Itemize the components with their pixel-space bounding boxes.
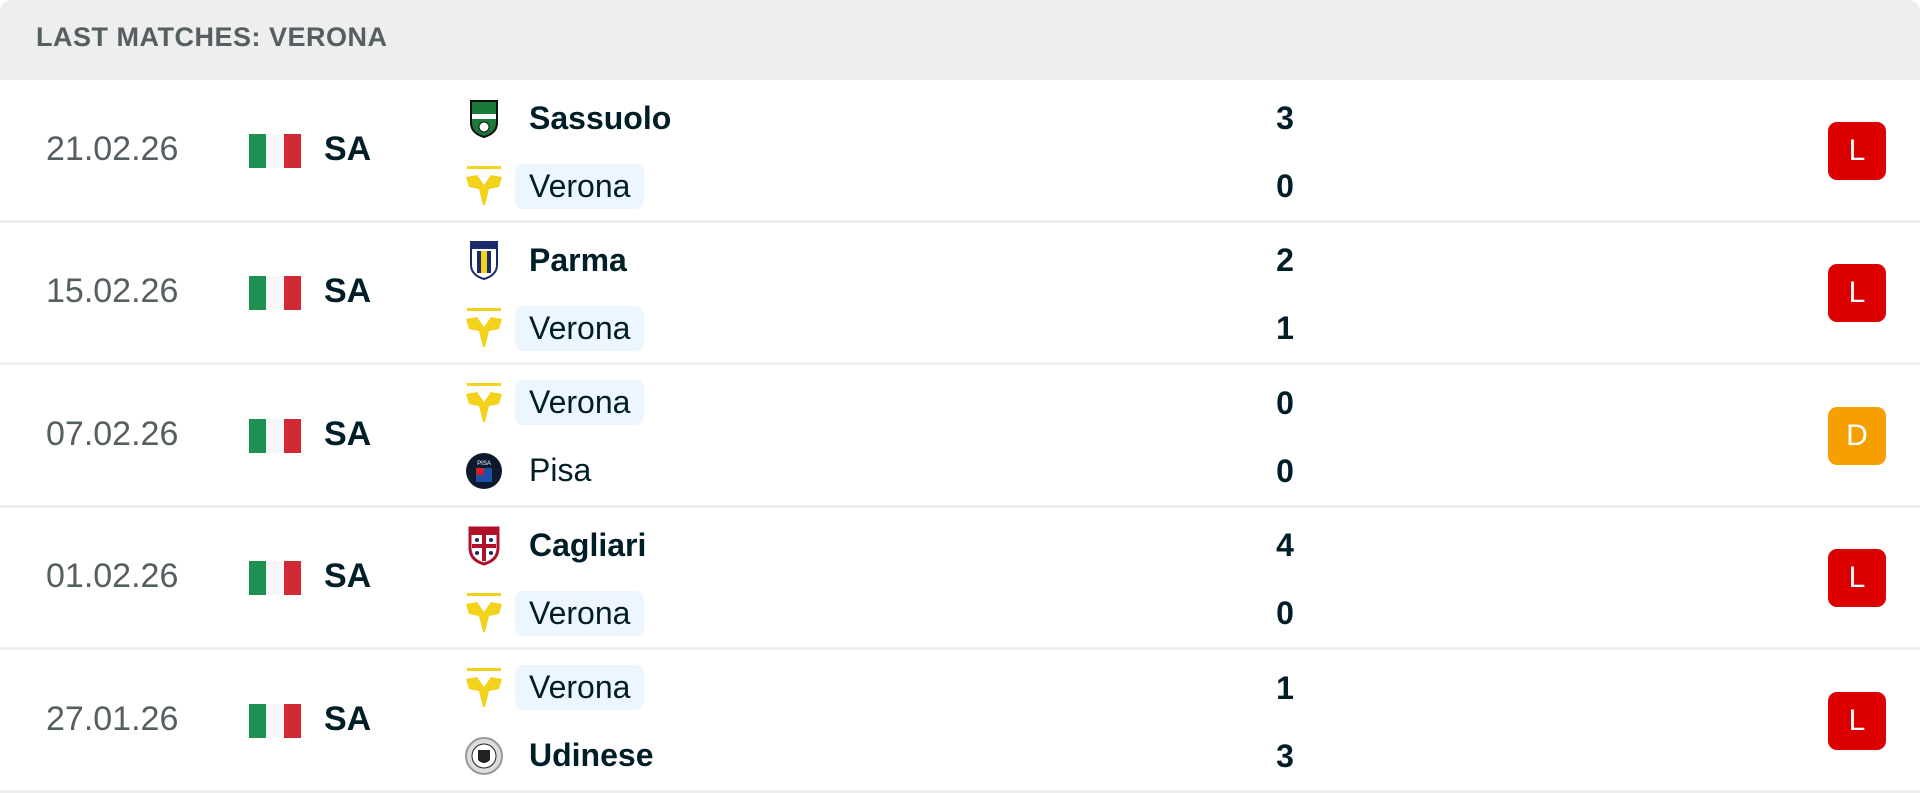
home-score: 1 [1276,669,1294,706]
pisa-logo-icon: PISA [463,450,505,492]
league-code[interactable]: SA [324,557,372,596]
parma-logo-icon [463,239,505,281]
away-team[interactable]: PISA Pisa [463,445,605,497]
away-score: 3 [1276,737,1294,774]
away-score: 0 [1276,168,1294,204]
team-name: Verona [515,380,645,426]
league-code[interactable]: SA [324,272,372,311]
verona-logo-icon [463,382,505,424]
home-team[interactable]: Cagliari [463,519,660,571]
team-name: Pisa [529,452,592,489]
match-row[interactable]: 01.02.26 SA Cagliari 4 Verona 0 L [0,507,1920,651]
italy-flag-icon [249,134,301,168]
league-code[interactable]: SA [324,414,372,453]
team-name: Cagliari [529,526,647,563]
away-score: 0 [1276,595,1294,632]
team-name: Verona [515,163,645,209]
away-score: 1 [1276,310,1294,347]
home-team[interactable]: Verona [463,662,645,714]
away-team[interactable]: Verona [463,160,645,212]
home-score: 2 [1276,242,1294,279]
match-row[interactable]: 27.01.26 SA Verona 1 Udinese 3 L [0,650,1920,793]
team-name: Sassuolo [529,99,672,136]
italy-flag-icon [249,418,301,453]
match-date: 07.02.26 [46,414,179,453]
home-team[interactable]: Parma [463,234,641,286]
verona-logo-icon [463,667,505,709]
section-header: LAST MATCHES: VERONA [0,0,1920,80]
away-score: 0 [1276,452,1294,489]
match-date: 01.02.26 [46,557,179,596]
sassuolo-logo-icon [463,97,505,139]
away-team[interactable]: Udinese [463,730,667,782]
team-name: Udinese [529,737,654,774]
away-team[interactable]: Verona [463,302,645,354]
result-badge: D [1828,406,1886,465]
home-score: 4 [1276,527,1294,564]
svg-text:PISA: PISA [477,461,491,467]
match-date: 15.02.26 [46,272,179,311]
cagliari-logo-icon [463,524,505,566]
team-name: Verona [515,590,645,636]
home-team[interactable]: Verona [463,377,645,429]
result-badge: L [1828,264,1886,323]
italy-flag-icon [249,561,301,596]
result-badge: L [1828,122,1886,180]
italy-flag-icon [249,703,301,738]
match-date: 21.02.26 [46,130,179,168]
league-code[interactable]: SA [324,130,372,168]
verona-logo-icon [463,307,505,349]
team-name: Verona [515,665,645,711]
udinese-logo-icon [463,735,505,777]
home-score: 0 [1276,384,1294,421]
away-team[interactable]: Verona [463,587,645,639]
verona-logo-icon [463,165,505,207]
home-team[interactable]: Sassuolo [463,92,685,144]
match-row[interactable]: 07.02.26 SA Verona 0 PISA Pisa 0 D [0,365,1920,508]
team-name: Verona [515,305,645,351]
section-title: LAST MATCHES: VERONA [36,22,388,52]
team-name: Parma [529,241,627,278]
match-date: 27.01.26 [46,699,179,738]
result-badge: L [1828,691,1886,750]
match-row[interactable]: 21.02.26 SA Sassuolo 3 Verona 0 L [0,80,1920,223]
league-code[interactable]: SA [324,699,372,738]
italy-flag-icon [249,276,301,311]
verona-logo-icon [463,592,505,634]
match-row[interactable]: 15.02.26 SA Parma 2 Verona 1 L [0,222,1920,366]
home-score: 3 [1276,100,1294,136]
result-badge: L [1828,549,1886,608]
